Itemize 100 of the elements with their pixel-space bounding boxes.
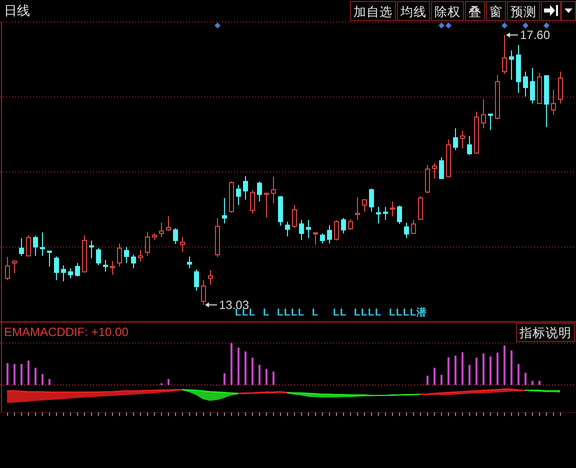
- candlestick: [103, 259, 108, 272]
- candlestick: [26, 234, 31, 257]
- candlestick: [173, 228, 178, 245]
- candlestick: [320, 232, 325, 244]
- candlestick: [243, 176, 248, 200]
- bar: [496, 352, 498, 385]
- candlestick: [159, 222, 164, 238]
- candlestick: [166, 216, 171, 232]
- candlestick: [341, 218, 346, 234]
- bar: [244, 351, 246, 385]
- bar: [168, 379, 170, 385]
- candlestick: [467, 135, 472, 156]
- bar: [454, 356, 456, 385]
- bar: [440, 374, 442, 385]
- candlestick: [47, 250, 52, 267]
- x-tick-label: L: [234, 308, 242, 318]
- candlestick: [117, 242, 122, 267]
- candlestick: [75, 262, 80, 278]
- candlestick: [68, 268, 73, 279]
- bar: [510, 350, 512, 385]
- candlestick: [432, 162, 437, 179]
- x-tick-label: L: [374, 308, 382, 318]
- x-tick-label: L: [332, 308, 340, 318]
- candlestick: [481, 98, 486, 129]
- candlestick: [425, 164, 430, 194]
- candlestick: [194, 268, 199, 292]
- candlestick: [418, 196, 423, 220]
- x-tick-label: L: [248, 308, 256, 318]
- candlestick: [509, 50, 514, 80]
- candlestick: [551, 89, 556, 116]
- candlestick: [376, 206, 381, 224]
- bar: [482, 353, 484, 385]
- button: 加自选: [350, 1, 396, 21]
- button: 叠: [465, 1, 485, 21]
- bar: [434, 368, 436, 385]
- candlestick: [110, 260, 115, 276]
- candlestick: [208, 270, 213, 286]
- candlestick: [362, 198, 367, 212]
- candlestick: [264, 192, 269, 218]
- x-tick-label: L: [262, 308, 270, 318]
- bar: [42, 374, 44, 385]
- candlestick: [222, 197, 227, 224]
- button: 指标说明: [516, 323, 575, 342]
- bar: [48, 379, 50, 385]
- candlestick: [40, 232, 45, 256]
- candlestick: [299, 219, 304, 240]
- candlestick: [5, 256, 10, 281]
- x-tick-label: L: [276, 308, 284, 318]
- bar: [538, 380, 540, 385]
- candlestick: [404, 222, 409, 239]
- candlestick: [124, 246, 129, 264]
- candlestick: [131, 254, 136, 269]
- candlestick: [558, 71, 563, 104]
- bar: [532, 380, 534, 385]
- candlestick: [327, 224, 332, 244]
- bar: [272, 372, 274, 385]
- x-tick-label: L: [410, 308, 416, 318]
- bar: [518, 364, 520, 385]
- candlestick: [250, 190, 255, 214]
- candlestick: [138, 249, 143, 262]
- chart-title: EMAMACDDIF: +10.00: [4, 325, 129, 339]
- x-tick-label: L: [388, 308, 396, 318]
- candlestick: [187, 256, 192, 269]
- x-tick-label: L: [360, 308, 368, 318]
- candlestick: [488, 114, 493, 131]
- button: 均线: [397, 1, 430, 21]
- candlestick: [236, 184, 241, 206]
- bar: [490, 356, 492, 385]
- button: 预测: [507, 1, 540, 21]
- candlestick: [180, 236, 185, 252]
- candlestick: [523, 71, 528, 97]
- bar: [14, 364, 16, 385]
- bar: [6, 363, 8, 385]
- bar: [238, 348, 240, 385]
- bar: [448, 357, 450, 385]
- button: 窗: [486, 1, 506, 21]
- x-tick-label: L: [312, 308, 318, 318]
- bar: [252, 358, 254, 385]
- bar: [20, 364, 22, 385]
- candlestick: [292, 204, 297, 229]
- bar: [524, 372, 526, 385]
- x-tick-label: 潜: [416, 306, 427, 318]
- candlestick: [348, 218, 353, 230]
- candlestick: [453, 128, 458, 151]
- candlestick: [383, 206, 388, 220]
- bar: [468, 364, 470, 385]
- x-tick-label: L: [340, 308, 346, 318]
- candlestick: [61, 264, 66, 282]
- candlestick: [369, 188, 374, 212]
- candlestick: [89, 240, 94, 259]
- candlestick: [530, 68, 535, 104]
- bar: [266, 369, 268, 385]
- candlestick: [19, 238, 24, 256]
- candlestick: [439, 156, 444, 180]
- x-tick-label: L: [298, 308, 304, 318]
- annotation: 17.60: [520, 28, 550, 42]
- candlestick: [54, 256, 59, 281]
- x-tick-label: L: [290, 308, 298, 318]
- x-tick-label: L: [396, 308, 402, 318]
- candlestick: [390, 201, 395, 217]
